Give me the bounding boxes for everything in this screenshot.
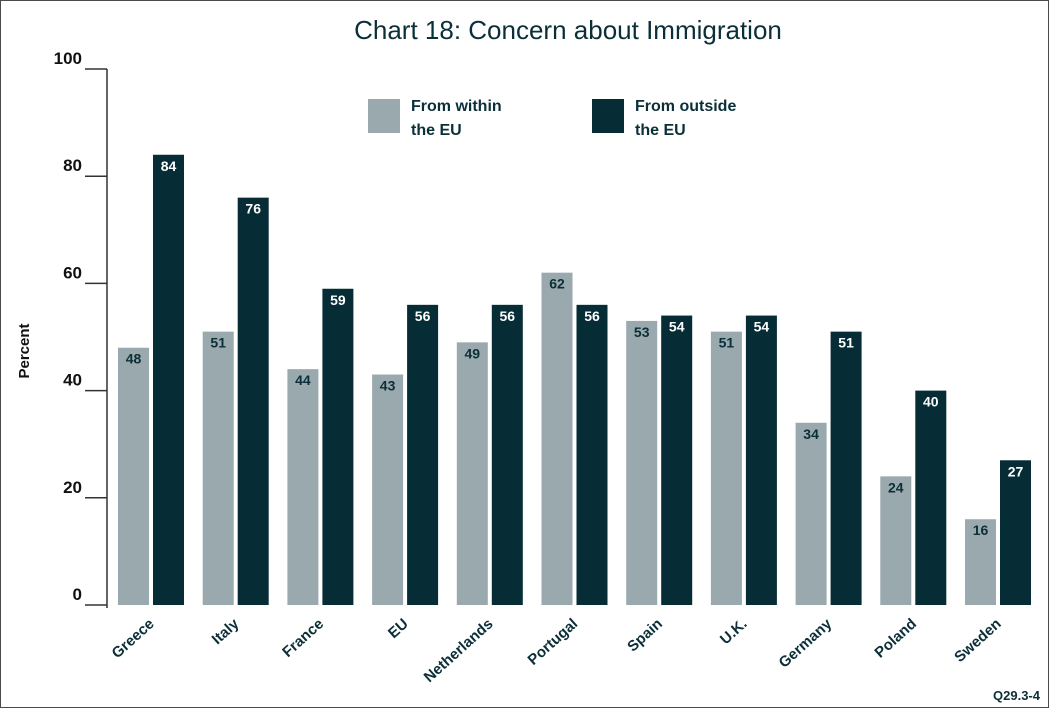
- bar-within-9: [880, 476, 912, 605]
- bar-outside-9: [915, 390, 947, 605]
- y-tick-label-80: 80: [63, 156, 82, 175]
- category-label-4: Netherlands: [421, 615, 497, 686]
- legend-label-1-line-2: the EU: [411, 122, 462, 139]
- category-label-5: Portugal: [525, 615, 582, 668]
- category-label-10: Sweden: [951, 615, 1005, 666]
- category-label-3: EU: [385, 615, 412, 642]
- bar-outside-3: [407, 304, 439, 605]
- bars: [118, 154, 1031, 605]
- category-label-0: Greece: [108, 615, 157, 662]
- value-label-outside-2: 59: [330, 292, 346, 308]
- legend-swatch-1: [368, 99, 400, 133]
- value-label-within-6: 53: [634, 324, 650, 340]
- category-labels: Greece Italy France EU Netherlands Portugal Sp…: [108, 615, 1004, 686]
- bar-within-3: [372, 374, 404, 605]
- bar-within-1: [202, 331, 234, 605]
- bar-outside-8: [830, 331, 862, 605]
- bar-outside-4: [491, 304, 523, 605]
- category-label-7: U.K.: [717, 615, 751, 648]
- bar-outside-1: [237, 197, 269, 605]
- category-label-6: Spain: [624, 615, 666, 655]
- value-label-outside-8: 51: [838, 335, 854, 351]
- value-label-outside-6: 54: [669, 319, 685, 335]
- bar-outside-5: [576, 304, 608, 605]
- bar-outside-6: [661, 315, 693, 605]
- legend: From within the EU From outside the EU: [368, 98, 736, 139]
- value-label-within-8: 34: [803, 426, 819, 442]
- category-label-2: France: [279, 615, 327, 661]
- y-tick-label-40: 40: [63, 371, 82, 390]
- bar-within-10: [965, 519, 996, 605]
- y-tick-label-0: 0: [73, 585, 82, 604]
- value-label-within-1: 51: [210, 335, 226, 351]
- y-tick-label-100: 100: [54, 49, 82, 68]
- value-label-within-3: 43: [380, 378, 396, 394]
- value-label-outside-5: 56: [584, 308, 600, 324]
- value-labels: 48 84 51 76 44 59 43 56 49 56 62 56 53 54 51 54 34 51 24 40…: [126, 158, 1024, 538]
- bar-outside-7: [745, 315, 777, 605]
- value-label-outside-0: 84: [161, 158, 177, 174]
- bar-within-7: [710, 331, 742, 605]
- value-label-outside-4: 56: [500, 308, 516, 324]
- y-axis-title: Percent: [16, 323, 33, 378]
- bar-within-4: [456, 342, 488, 605]
- legend-label-2-line-1: From outside: [635, 98, 736, 115]
- value-label-within-9: 24: [888, 479, 904, 495]
- bar-outside-2: [322, 288, 354, 605]
- value-label-outside-10: 27: [1008, 463, 1024, 479]
- value-label-outside-7: 54: [754, 319, 770, 335]
- bar-within-8: [795, 422, 827, 605]
- value-label-outside-3: 56: [415, 308, 431, 324]
- bar-within-6: [626, 320, 658, 605]
- legend-label-2-line-2: the EU: [635, 122, 686, 139]
- category-label-8: Germany: [776, 615, 836, 672]
- value-label-within-0: 48: [126, 351, 142, 367]
- category-label-9: Poland: [871, 615, 920, 661]
- bar-outside-10: [1000, 460, 1031, 605]
- value-label-outside-9: 40: [923, 394, 939, 410]
- category-label-1: Italy: [209, 615, 243, 648]
- value-label-within-2: 44: [295, 372, 311, 388]
- value-label-outside-1: 76: [245, 201, 261, 217]
- bar-within-2: [287, 369, 319, 605]
- y-tick-label-60: 60: [63, 263, 82, 282]
- bar-outside-0: [153, 154, 184, 605]
- value-label-within-4: 49: [465, 345, 481, 361]
- y-axis-ticks: 0 20 40 60 80 100: [54, 49, 107, 606]
- value-label-within-5: 62: [549, 276, 565, 292]
- value-label-within-7: 51: [719, 335, 735, 351]
- value-label-within-10: 16: [973, 522, 989, 538]
- y-tick-label-20: 20: [63, 478, 82, 497]
- bar-within-5: [541, 272, 573, 605]
- footnote: Q29.3-4: [993, 688, 1041, 703]
- legend-label-1-line-1: From within: [411, 98, 502, 115]
- bar-within-0: [118, 347, 149, 605]
- legend-swatch-2: [592, 99, 624, 133]
- chart-title: Chart 18: Concern about Immigration: [354, 15, 782, 45]
